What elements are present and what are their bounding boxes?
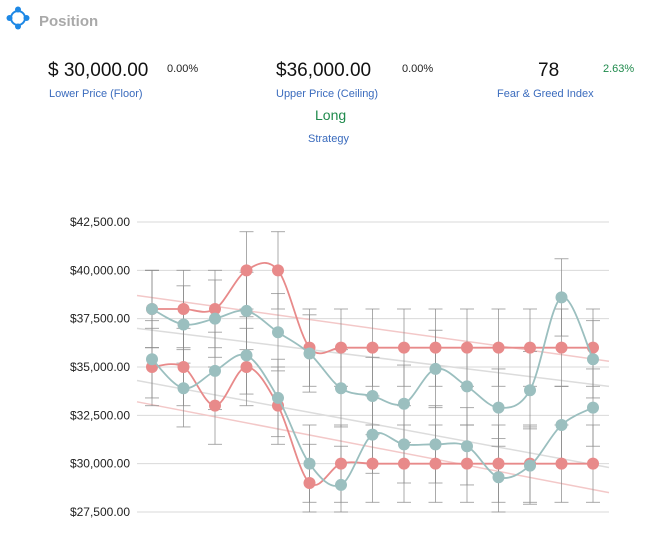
data-point bbox=[429, 438, 442, 451]
data-point bbox=[429, 362, 442, 375]
strategy-value: Long bbox=[315, 107, 347, 123]
data-point bbox=[240, 349, 253, 362]
data-point bbox=[398, 341, 410, 354]
header-bar: Position bbox=[0, 0, 669, 40]
fear-greed-label[interactable]: Fear & Greed Index bbox=[497, 88, 594, 100]
data-point bbox=[335, 341, 347, 354]
data-point bbox=[177, 303, 190, 315]
data-point bbox=[177, 318, 190, 331]
data-point bbox=[366, 428, 379, 441]
data-point bbox=[524, 459, 536, 472]
y-tick-label: $30,000.00 bbox=[70, 457, 130, 471]
data-point bbox=[146, 353, 158, 366]
position-icon[interactable] bbox=[6, 6, 30, 30]
data-point bbox=[209, 303, 221, 315]
data-point bbox=[429, 457, 442, 470]
data-point bbox=[492, 471, 505, 484]
data-point bbox=[398, 397, 410, 410]
lower-price-value: $ 30,000.00 bbox=[48, 60, 149, 81]
data-point bbox=[209, 364, 221, 377]
data-point bbox=[524, 341, 536, 354]
data-point bbox=[303, 477, 316, 489]
data-point bbox=[209, 399, 221, 412]
data-point bbox=[555, 457, 568, 470]
data-point bbox=[303, 347, 316, 360]
data-point bbox=[587, 457, 599, 470]
strategy-label[interactable]: Strategy bbox=[308, 133, 349, 145]
data-point bbox=[272, 264, 284, 277]
data-point bbox=[272, 326, 284, 339]
data-point bbox=[366, 341, 379, 354]
data-point bbox=[272, 391, 284, 404]
lower-price-change: 0.00% bbox=[167, 63, 199, 75]
data-point bbox=[335, 478, 347, 491]
data-point bbox=[461, 380, 473, 393]
y-tick-label: $37,500.00 bbox=[70, 312, 130, 326]
data-point bbox=[555, 291, 568, 304]
data-point bbox=[177, 382, 190, 395]
data-point bbox=[492, 341, 505, 354]
data-point bbox=[492, 401, 505, 414]
data-point bbox=[146, 303, 158, 315]
data-point bbox=[240, 304, 253, 317]
page-title: Position bbox=[39, 13, 99, 30]
data-point bbox=[240, 361, 253, 373]
upper-price-value: $36,000.00 bbox=[276, 60, 372, 81]
data-point bbox=[555, 419, 568, 431]
data-point bbox=[587, 353, 599, 366]
lower-price-label[interactable]: Lower Price (Floor) bbox=[49, 88, 143, 100]
data-point bbox=[492, 457, 505, 470]
data-point bbox=[524, 384, 536, 397]
data-point bbox=[366, 457, 379, 470]
y-tick-label: $35,000.00 bbox=[70, 360, 130, 374]
data-point bbox=[335, 457, 347, 470]
data-point bbox=[429, 341, 442, 354]
data-point bbox=[461, 440, 473, 453]
y-tick-label: $42,500.00 bbox=[70, 215, 130, 229]
fear-greed-change: 2.63% bbox=[603, 63, 635, 75]
data-point bbox=[587, 401, 599, 414]
upper-price-change: 0.00% bbox=[402, 63, 434, 75]
data-point bbox=[335, 382, 347, 395]
data-point bbox=[461, 341, 473, 354]
data-point bbox=[398, 438, 410, 451]
data-point bbox=[303, 457, 316, 470]
y-tick-label: $40,000.00 bbox=[70, 263, 130, 277]
upper-price-label[interactable]: Upper Price (Ceiling) bbox=[276, 88, 379, 100]
fear-greed-value: 78 bbox=[538, 60, 560, 81]
data-point bbox=[461, 457, 473, 470]
y-tick-label: $32,500.00 bbox=[70, 408, 130, 422]
y-tick-label: $27,500.00 bbox=[70, 505, 130, 519]
data-point bbox=[555, 341, 568, 354]
data-point bbox=[240, 264, 253, 277]
data-point bbox=[398, 457, 410, 470]
data-point bbox=[366, 390, 379, 402]
data-point bbox=[177, 361, 190, 373]
data-point bbox=[209, 312, 221, 325]
